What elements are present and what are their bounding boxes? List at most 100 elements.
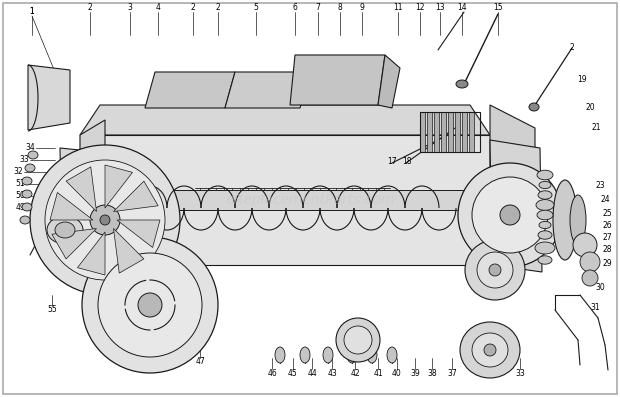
Ellipse shape [90,205,120,235]
Ellipse shape [553,180,577,260]
Polygon shape [78,232,105,275]
Text: 55: 55 [47,306,57,314]
Polygon shape [60,148,130,278]
Polygon shape [462,112,467,152]
Text: 5: 5 [254,4,259,12]
Polygon shape [427,112,432,152]
Text: 24: 24 [600,195,610,204]
Ellipse shape [25,164,35,172]
Ellipse shape [460,322,520,378]
Ellipse shape [20,216,30,224]
Text: 2: 2 [570,44,574,52]
Text: 26: 26 [602,220,612,229]
Text: 18: 18 [402,158,412,166]
Ellipse shape [456,80,468,88]
Ellipse shape [100,215,110,225]
Ellipse shape [535,242,555,254]
Ellipse shape [537,170,553,180]
Text: 1: 1 [30,8,34,17]
Polygon shape [448,112,453,152]
Text: 2: 2 [216,4,220,12]
Ellipse shape [387,347,397,363]
Ellipse shape [538,256,552,264]
Text: 34: 34 [483,368,493,378]
Text: 7: 7 [316,4,321,12]
Polygon shape [117,220,160,247]
Ellipse shape [477,252,513,288]
Text: 48: 48 [127,347,137,357]
Text: 25: 25 [602,208,612,218]
Ellipse shape [472,333,508,367]
Ellipse shape [538,231,552,239]
Text: 32: 32 [13,168,23,177]
Polygon shape [441,112,446,152]
Text: 40: 40 [392,368,402,378]
Ellipse shape [500,205,520,225]
Polygon shape [378,55,400,108]
Text: 9: 9 [360,4,365,12]
Ellipse shape [465,240,525,300]
Ellipse shape [472,177,548,253]
Ellipse shape [336,318,380,362]
Ellipse shape [538,191,552,199]
Polygon shape [28,65,70,130]
Text: 12: 12 [415,4,425,12]
Polygon shape [420,112,425,152]
Ellipse shape [30,145,180,295]
Polygon shape [80,105,490,135]
Ellipse shape [539,222,551,229]
Polygon shape [50,193,93,220]
Polygon shape [490,140,542,272]
Text: 29: 29 [602,258,612,268]
Ellipse shape [55,222,75,238]
Text: 41: 41 [373,368,383,378]
Polygon shape [113,229,144,273]
Ellipse shape [458,163,562,267]
Ellipse shape [275,347,285,363]
Ellipse shape [580,252,600,272]
Ellipse shape [300,347,310,363]
Text: 51: 51 [15,179,25,189]
Text: 30: 30 [595,283,605,293]
Ellipse shape [138,293,162,317]
Text: 19: 19 [577,75,587,85]
Polygon shape [113,181,158,212]
Text: 1: 1 [30,8,34,17]
Text: 2: 2 [87,4,92,12]
Polygon shape [52,229,97,259]
Polygon shape [145,72,235,108]
Text: eReplacementParts.com: eReplacementParts.com [225,193,395,207]
Polygon shape [80,135,490,265]
Ellipse shape [28,151,38,159]
Polygon shape [225,72,310,108]
Ellipse shape [47,216,83,244]
Ellipse shape [582,270,598,286]
Text: 13: 13 [435,4,445,12]
Text: 37: 37 [447,368,457,378]
Ellipse shape [529,103,539,111]
Ellipse shape [484,344,496,356]
Text: 39: 39 [410,368,420,378]
Ellipse shape [98,253,202,357]
Polygon shape [80,120,105,265]
Polygon shape [434,112,439,152]
Ellipse shape [367,347,377,363]
Text: 33: 33 [515,368,525,378]
Text: 47: 47 [195,358,205,366]
Text: 44: 44 [307,368,317,378]
Polygon shape [66,167,97,212]
Text: 27: 27 [602,233,612,243]
Text: 38: 38 [427,368,437,378]
Ellipse shape [489,264,501,276]
Ellipse shape [45,160,165,280]
Text: 31: 31 [590,303,600,312]
Text: 46: 46 [267,368,277,378]
Text: 43: 43 [327,368,337,378]
Ellipse shape [344,326,372,354]
Polygon shape [290,55,385,105]
Text: 15: 15 [493,4,503,12]
Polygon shape [105,165,133,208]
Text: 50: 50 [15,191,25,200]
Text: 23: 23 [595,181,605,189]
Ellipse shape [573,233,597,257]
